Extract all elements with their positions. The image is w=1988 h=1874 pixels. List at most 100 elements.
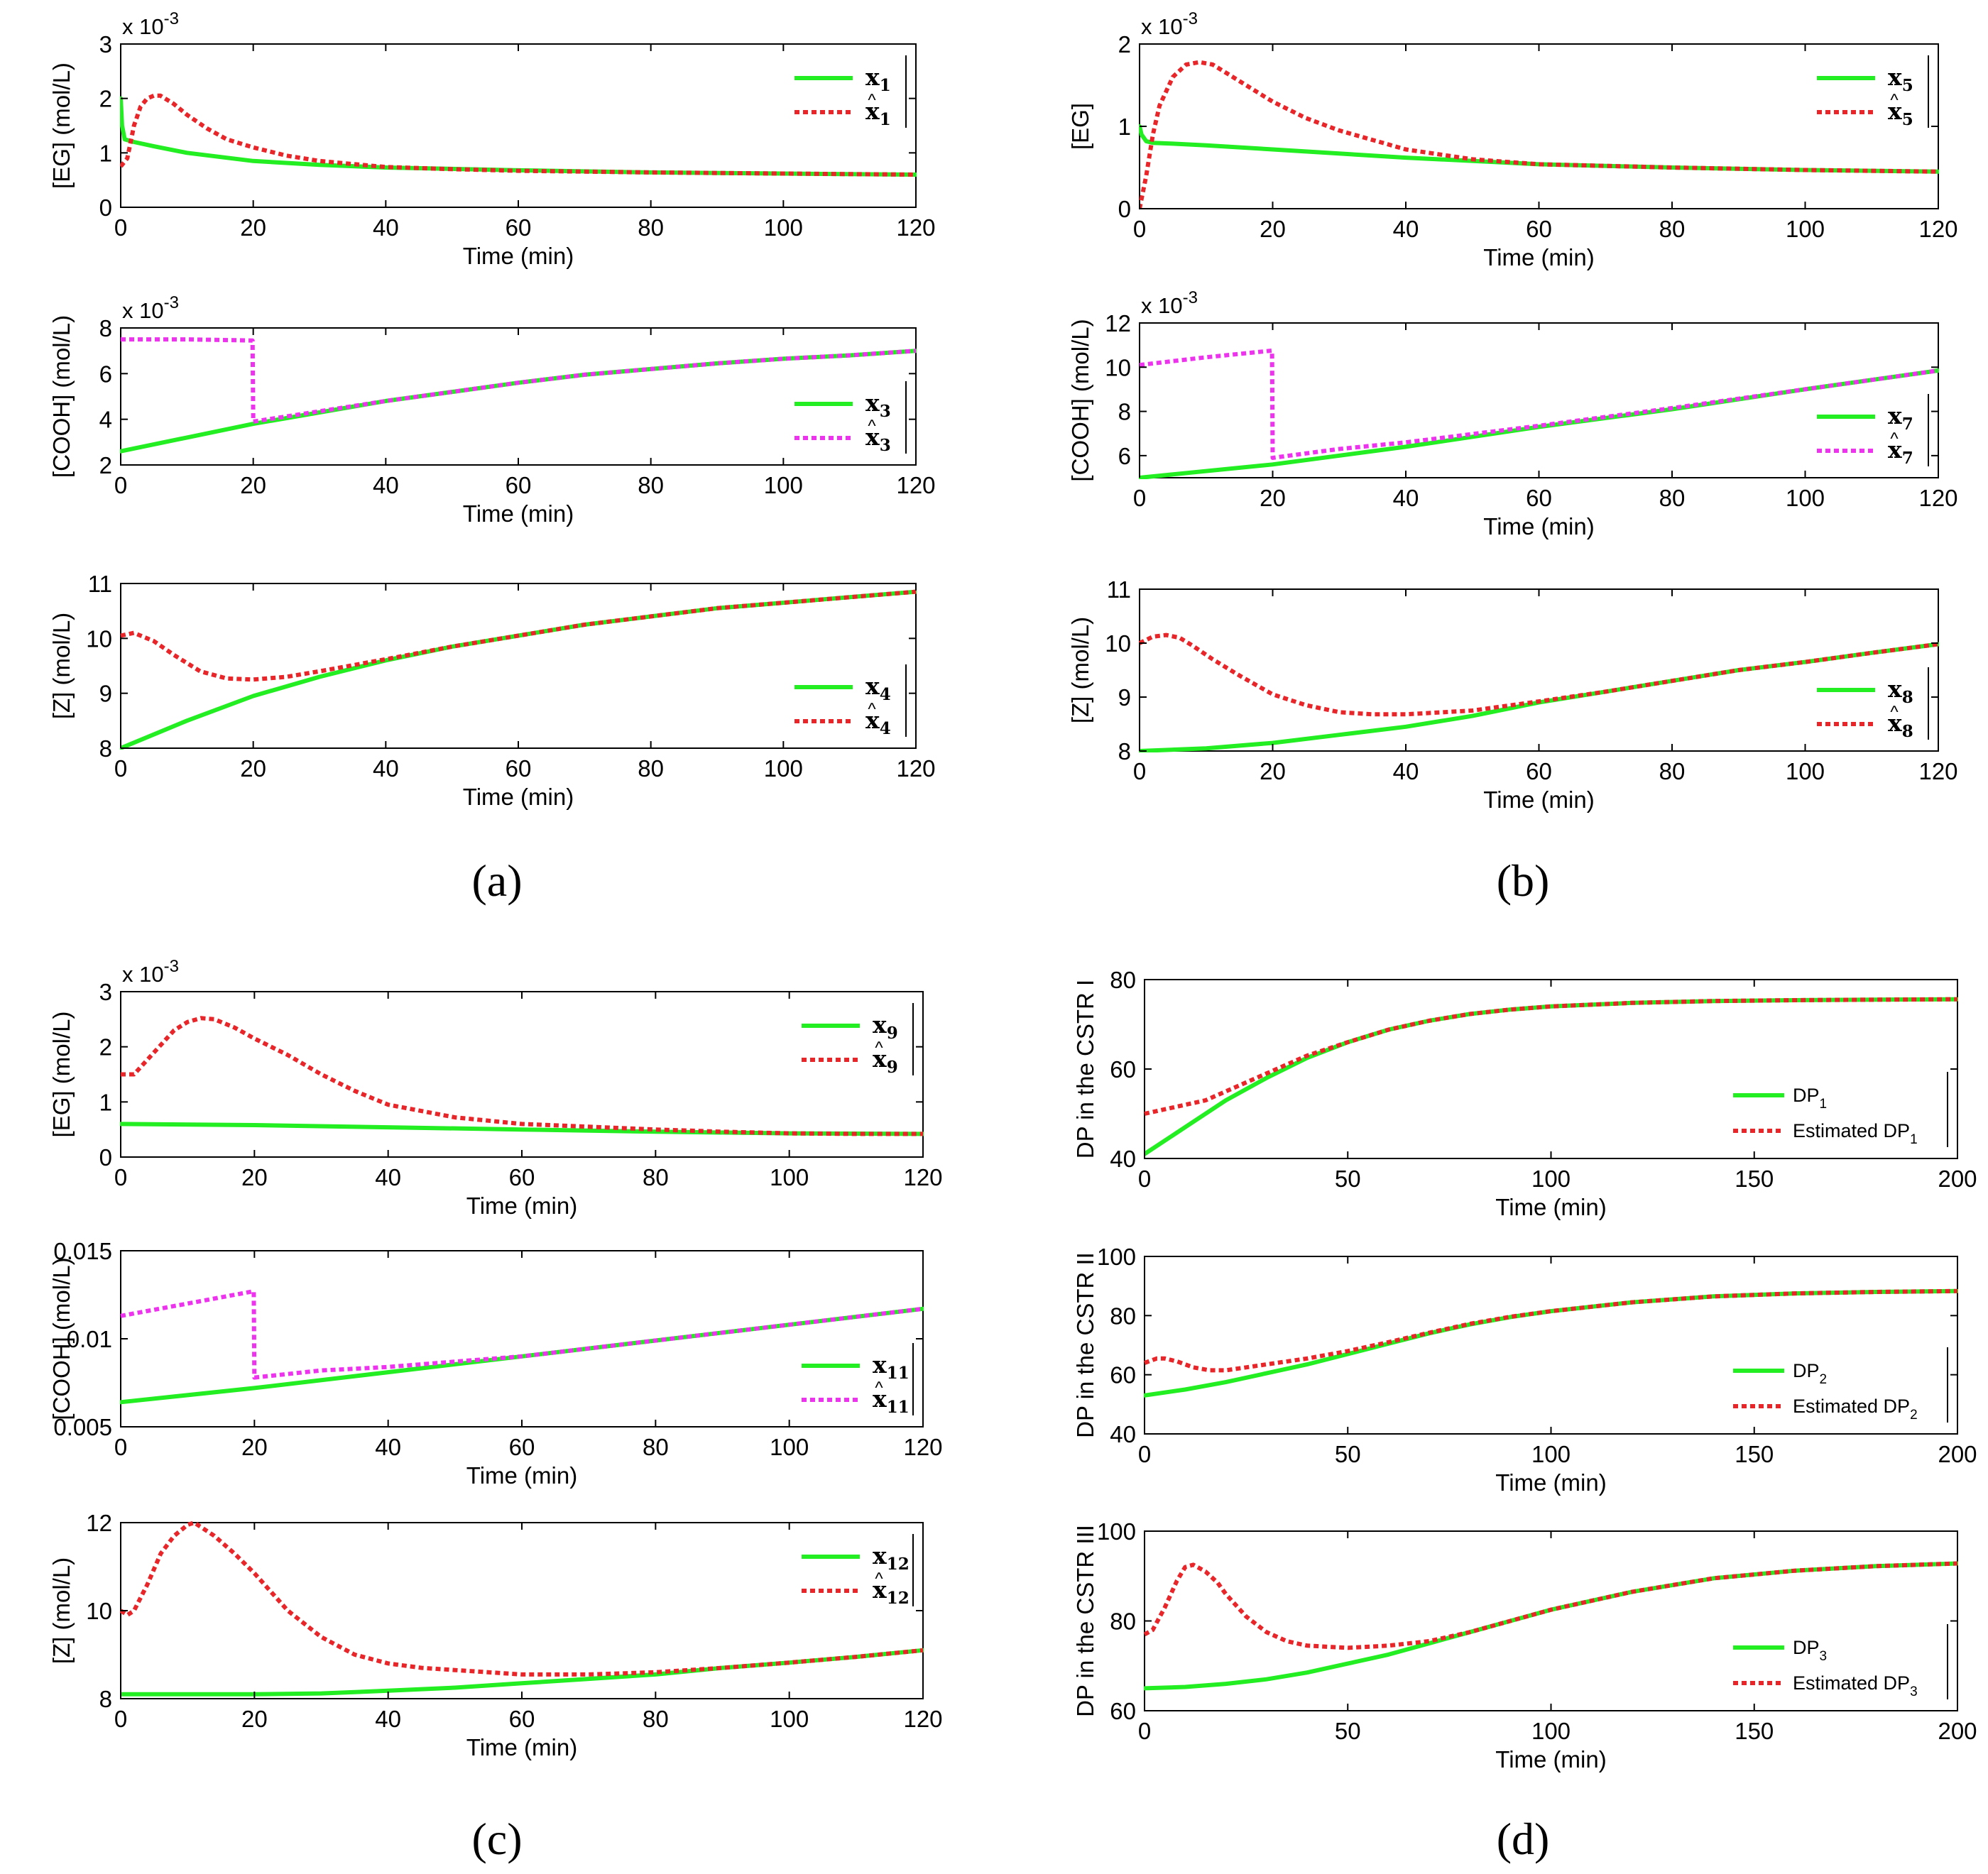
x-tick-label: 60 (509, 1434, 535, 1460)
series-line-b2-1 (1139, 348, 1939, 460)
series-line-c2-1 (120, 1289, 924, 1380)
y-tick-label: 2 (99, 86, 112, 112)
legend-label-text: x (873, 1045, 887, 1073)
legend-hat-accent: ^ (868, 91, 876, 110)
y-tick-label: 11 (88, 571, 112, 597)
y-tick-label: 12 (1105, 310, 1131, 336)
x-tick-label: 20 (241, 1164, 268, 1190)
legend-label-text: x (865, 672, 880, 700)
x-tick-label: 20 (240, 214, 266, 241)
legend-label-sub: 9 (887, 1024, 898, 1043)
x-tick-label: 80 (638, 755, 664, 782)
x-tick-label: 20 (241, 1706, 268, 1732)
axis-exponent-base: x 10 (122, 298, 164, 323)
x-tick-label: 120 (896, 472, 935, 498)
x-tick-label: 40 (375, 1706, 401, 1732)
y-tick-label: 0 (1118, 196, 1131, 222)
y-tick-label: 0 (99, 1144, 112, 1171)
legend-label-sub: 4 (880, 719, 891, 738)
axis-exponent: x 10-3 (1141, 9, 1198, 39)
legend-label: x11 (873, 1351, 910, 1383)
x-tick-label: 0 (114, 472, 127, 498)
legend-label-text: Estimated DP (1793, 1120, 1910, 1141)
y-tick-label: 10 (1105, 630, 1131, 657)
x-tick-label: 100 (764, 214, 803, 241)
series-line-a2-1 (121, 337, 917, 424)
x-tick-label: 50 (1335, 1718, 1361, 1744)
legend-label-text: x (1888, 436, 1902, 464)
y-tick-label: 2 (99, 1034, 112, 1061)
panel-label-b: (b) (1497, 855, 1550, 906)
x-tick-label: 50 (1335, 1166, 1361, 1192)
legend-label: x4 (865, 672, 891, 704)
y-axis-label: DP in the CSTR III (1072, 1525, 1098, 1717)
x-tick-label: 100 (770, 1164, 809, 1190)
y-tick-label: 3 (99, 979, 112, 1005)
series-line-b3-1 (1139, 632, 1939, 717)
x-tick-label: 200 (1938, 1441, 1977, 1467)
x-tick-label: 120 (1918, 216, 1957, 242)
legend-label-text: x (865, 97, 880, 125)
x-axis-label: Time (min) (1495, 1469, 1606, 1496)
y-axis-label: [COOH] (mol/L) (48, 315, 75, 478)
y-tick-label: 8 (1118, 399, 1131, 425)
legend-label-text: x (1888, 63, 1902, 91)
x-axis-label: Time (min) (463, 500, 574, 527)
x-tick-label: 80 (1659, 216, 1686, 242)
x-tick-label: 20 (1260, 758, 1286, 784)
x-tick-label: 60 (509, 1164, 535, 1190)
x-tick-label: 20 (240, 755, 266, 782)
legend-label: x3 (865, 423, 891, 455)
y-tick-label: 8 (99, 735, 112, 762)
axis-exponent-base: x 10 (1141, 14, 1183, 39)
y-tick-label: 10 (1105, 354, 1131, 380)
legend-hat-accent: ^ (875, 1569, 883, 1589)
series-line-d3-1 (1144, 1561, 1958, 1650)
panel-label-c: (c) (471, 1814, 522, 1864)
legend-label-sub: 11 (887, 1398, 910, 1417)
legend-label: DP3 (1793, 1637, 1827, 1664)
x-tick-label: 0 (114, 1706, 127, 1732)
x-tick-label: 60 (509, 1706, 535, 1732)
y-tick-label: 100 (1097, 1244, 1136, 1270)
legend-label-text: x (873, 1542, 887, 1569)
x-tick-label: 200 (1938, 1718, 1977, 1744)
x-tick-label: 120 (896, 755, 935, 782)
legend-label-sub: 2 (1820, 1372, 1828, 1387)
series-line-c1-0 (120, 1122, 924, 1136)
legend-label-sub: 9 (887, 1058, 898, 1077)
series-line-c1-1 (121, 1016, 923, 1136)
y-tick-label: 40 (1110, 1421, 1136, 1447)
panel-label-a: (a) (471, 855, 522, 906)
legend-label-sub: 7 (1902, 449, 1913, 468)
y-tick-label: 0.005 (53, 1414, 112, 1440)
y-tick-label: 1 (99, 1089, 112, 1115)
x-tick-label: 80 (643, 1164, 669, 1190)
chart-c3: 0 20 40 60 80 100 120 8 10 12 Time (min) [Z] (mol/L… (48, 1510, 943, 1760)
axis-exponent-power: -3 (164, 293, 179, 312)
y-tick-label: 6 (99, 361, 112, 387)
legend-label-text: x (1888, 709, 1902, 737)
y-tick-label: 80 (1110, 1303, 1136, 1329)
legend-label-text: DP (1793, 1637, 1820, 1658)
y-tick-label: 100 (1097, 1518, 1136, 1545)
axis-exponent: x 10-3 (1141, 288, 1198, 318)
series-line-b1-1 (1139, 60, 1939, 209)
legend-hat-accent: ^ (1890, 91, 1899, 110)
x-tick-label: 40 (375, 1164, 401, 1190)
x-tick-label: 0 (1133, 485, 1146, 511)
y-tick-label: 1 (1118, 114, 1131, 140)
x-tick-label: 80 (643, 1434, 669, 1460)
legend-label-text: DP (1793, 1360, 1820, 1381)
legend-label-text: x (873, 1576, 887, 1604)
x-axis-label: Time (min) (463, 243, 574, 269)
x-tick-label: 0 (1138, 1441, 1151, 1467)
legend-label-sub: 4 (880, 685, 891, 704)
legend-label-sub: 12 (887, 1589, 910, 1608)
legend-label-sub: 8 (1902, 722, 1913, 741)
